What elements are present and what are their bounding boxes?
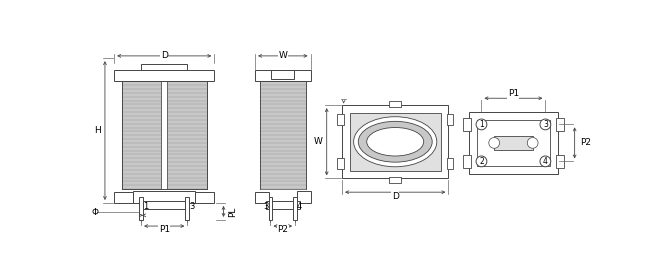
- Bar: [463, 118, 471, 131]
- Text: P1: P1: [158, 225, 170, 234]
- Bar: [477, 120, 550, 166]
- Text: D: D: [161, 51, 168, 60]
- Bar: [389, 177, 401, 183]
- Bar: [556, 155, 564, 168]
- Text: PL: PL: [228, 206, 237, 217]
- Bar: [114, 70, 214, 81]
- Bar: [122, 81, 161, 189]
- Bar: [297, 191, 311, 203]
- Bar: [255, 192, 269, 203]
- Text: H: H: [94, 126, 101, 135]
- Circle shape: [476, 119, 487, 130]
- Text: D: D: [392, 192, 399, 200]
- Bar: [185, 197, 189, 220]
- Bar: [556, 118, 564, 131]
- Text: 4: 4: [543, 157, 548, 166]
- Bar: [463, 155, 471, 168]
- Bar: [114, 192, 133, 203]
- Bar: [389, 101, 401, 107]
- Bar: [337, 158, 344, 169]
- Bar: [469, 112, 558, 174]
- Bar: [143, 201, 185, 209]
- Bar: [337, 114, 344, 125]
- Bar: [293, 197, 297, 220]
- Ellipse shape: [354, 117, 437, 167]
- Bar: [447, 158, 453, 169]
- Text: W: W: [314, 137, 322, 146]
- Bar: [260, 81, 306, 189]
- Text: 2: 2: [479, 157, 484, 166]
- Ellipse shape: [527, 137, 538, 148]
- Circle shape: [540, 156, 550, 167]
- Text: 1: 1: [143, 202, 148, 211]
- Bar: [266, 201, 300, 209]
- Text: 4: 4: [297, 202, 302, 211]
- Text: 3: 3: [263, 202, 269, 211]
- Text: 3: 3: [189, 202, 195, 211]
- Bar: [255, 70, 310, 81]
- Bar: [141, 64, 187, 70]
- Text: P2: P2: [277, 225, 288, 234]
- Bar: [269, 197, 273, 220]
- Bar: [447, 114, 453, 125]
- Bar: [350, 113, 441, 171]
- Bar: [195, 192, 214, 203]
- Text: W: W: [279, 51, 287, 60]
- Text: 1: 1: [479, 120, 484, 129]
- Circle shape: [540, 119, 550, 130]
- Bar: [271, 70, 294, 79]
- Ellipse shape: [367, 128, 424, 156]
- Bar: [133, 191, 195, 203]
- Bar: [139, 197, 143, 220]
- Ellipse shape: [358, 121, 432, 162]
- Text: Φ: Φ: [92, 208, 99, 217]
- Text: P1: P1: [508, 89, 519, 98]
- Circle shape: [476, 156, 487, 167]
- Bar: [494, 136, 533, 150]
- Bar: [161, 81, 168, 189]
- Text: 3: 3: [543, 120, 548, 129]
- Ellipse shape: [489, 137, 500, 148]
- Text: P2: P2: [580, 138, 591, 147]
- Bar: [342, 105, 448, 178]
- Bar: [168, 81, 207, 189]
